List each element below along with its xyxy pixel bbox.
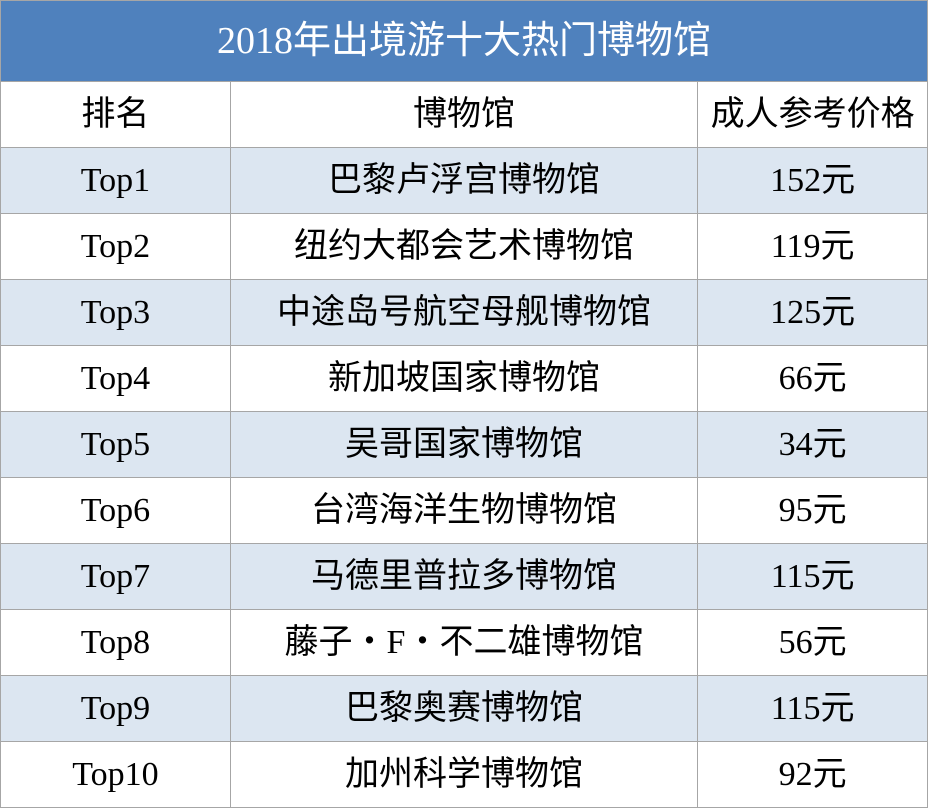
- price-cell: 56元: [698, 610, 928, 676]
- header-rank: 排名: [1, 82, 231, 148]
- name-cell: 新加坡国家博物馆: [230, 346, 697, 412]
- price-cell: 115元: [698, 676, 928, 742]
- table-row: Top3 中途岛号航空母舰博物馆 125元: [1, 280, 928, 346]
- price-cell: 152元: [698, 148, 928, 214]
- table-row: Top6 台湾海洋生物博物馆 95元: [1, 478, 928, 544]
- museum-ranking-table: 2018年出境游十大热门博物馆 排名 博物馆 成人参考价格 Top1 巴黎卢浮宫…: [0, 0, 928, 808]
- rank-cell: Top8: [1, 610, 231, 676]
- table-row: Top7 马德里普拉多博物馆 115元: [1, 544, 928, 610]
- name-cell: 巴黎卢浮宫博物馆: [230, 148, 697, 214]
- rank-cell: Top4: [1, 346, 231, 412]
- rank-cell: Top3: [1, 280, 231, 346]
- title-row: 2018年出境游十大热门博物馆: [1, 1, 928, 82]
- header-price: 成人参考价格: [698, 82, 928, 148]
- rank-cell: Top6: [1, 478, 231, 544]
- price-cell: 92元: [698, 742, 928, 808]
- rank-cell: Top10: [1, 742, 231, 808]
- header-row: 排名 博物馆 成人参考价格: [1, 82, 928, 148]
- price-cell: 115元: [698, 544, 928, 610]
- price-cell: 66元: [698, 346, 928, 412]
- table-row: Top10 加州科学博物馆 92元: [1, 742, 928, 808]
- rank-cell: Top2: [1, 214, 231, 280]
- name-cell: 马德里普拉多博物馆: [230, 544, 697, 610]
- table-row: Top5 吴哥国家博物馆 34元: [1, 412, 928, 478]
- name-cell: 吴哥国家博物馆: [230, 412, 697, 478]
- table-row: Top9 巴黎奥赛博物馆 115元: [1, 676, 928, 742]
- rank-cell: Top9: [1, 676, 231, 742]
- name-cell: 加州科学博物馆: [230, 742, 697, 808]
- table-title: 2018年出境游十大热门博物馆: [1, 1, 928, 82]
- price-cell: 34元: [698, 412, 928, 478]
- table-row: Top8 藤子・F・不二雄博物馆 56元: [1, 610, 928, 676]
- name-cell: 台湾海洋生物博物馆: [230, 478, 697, 544]
- rank-cell: Top1: [1, 148, 231, 214]
- price-cell: 95元: [698, 478, 928, 544]
- table-row: Top4 新加坡国家博物馆 66元: [1, 346, 928, 412]
- price-cell: 119元: [698, 214, 928, 280]
- table-row: Top2 纽约大都会艺术博物馆 119元: [1, 214, 928, 280]
- price-cell: 125元: [698, 280, 928, 346]
- rank-cell: Top7: [1, 544, 231, 610]
- name-cell: 巴黎奥赛博物馆: [230, 676, 697, 742]
- name-cell: 纽约大都会艺术博物馆: [230, 214, 697, 280]
- table-row: Top1 巴黎卢浮宫博物馆 152元: [1, 148, 928, 214]
- name-cell: 藤子・F・不二雄博物馆: [230, 610, 697, 676]
- header-name: 博物馆: [230, 82, 697, 148]
- rank-cell: Top5: [1, 412, 231, 478]
- name-cell: 中途岛号航空母舰博物馆: [230, 280, 697, 346]
